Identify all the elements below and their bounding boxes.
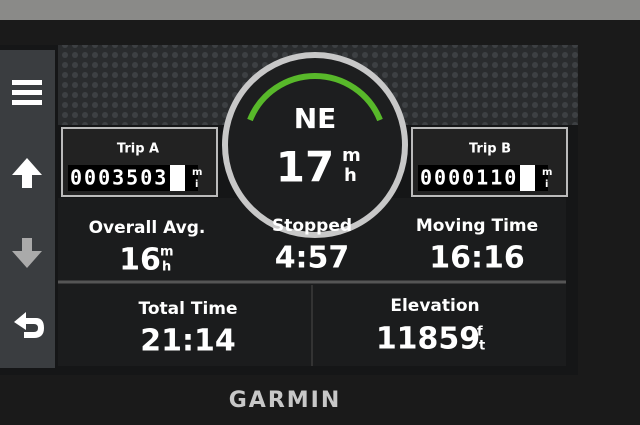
field-label: Overall Avg. xyxy=(89,218,206,238)
field-value: 4:57 xyxy=(275,241,350,276)
field-unit: t xyxy=(479,339,485,354)
brand: GARMIN xyxy=(229,388,342,413)
heading: NE xyxy=(294,102,337,135)
field-value: 21:14 xyxy=(140,324,236,359)
trip-label: Trip A xyxy=(117,142,159,157)
field-label: Moving Time xyxy=(416,216,538,236)
odometer-unit: m xyxy=(542,167,552,178)
menu-button-bar xyxy=(12,100,42,105)
odometer-value: 0003503 xyxy=(70,166,168,190)
speed-unit: m xyxy=(342,145,361,166)
down-button[interactable] xyxy=(12,238,42,268)
trip-label: Trip B xyxy=(469,142,511,157)
menu-button-bar xyxy=(12,90,42,95)
odometer-unit: m xyxy=(192,167,202,178)
field-label: Elevation xyxy=(390,296,479,316)
speed: 17 xyxy=(276,143,334,192)
field-value: 16 xyxy=(119,243,161,278)
odometer-cursor xyxy=(520,165,535,191)
field-value: 11859 xyxy=(376,322,480,357)
sidebar-icons xyxy=(12,80,44,338)
back-button[interactable] xyxy=(14,312,44,338)
up-button[interactable] xyxy=(12,158,42,188)
odometer-cursor xyxy=(170,165,185,191)
bezel-top xyxy=(0,0,640,20)
field-value: 16:16 xyxy=(429,241,525,276)
odometer-unit: i xyxy=(545,179,548,190)
field-unit: h xyxy=(162,260,171,275)
field-label: Stopped xyxy=(272,216,352,236)
odometer-value: 0000110 xyxy=(420,166,518,190)
compass-arc xyxy=(247,72,383,122)
field-label: Total Time xyxy=(138,299,237,319)
compass-ring xyxy=(222,52,408,238)
field-unit: m xyxy=(160,245,174,260)
speed-unit: h xyxy=(344,165,357,186)
menu-button[interactable] xyxy=(12,80,42,85)
odometer-unit: i xyxy=(195,179,198,190)
field-unit: f xyxy=(477,325,483,340)
